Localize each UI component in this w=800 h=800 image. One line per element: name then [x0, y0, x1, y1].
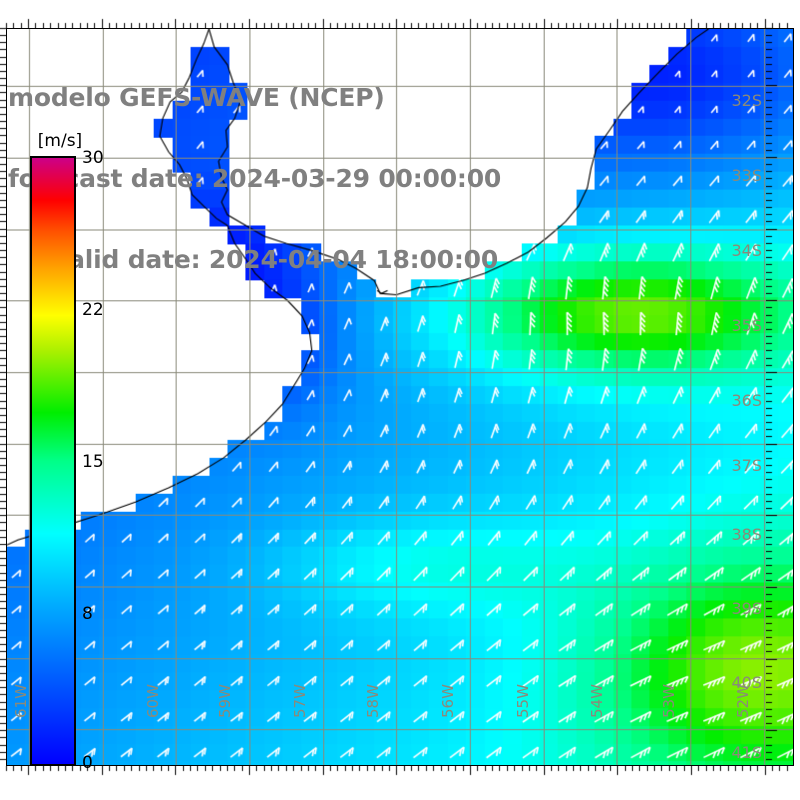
longitude-label-55W: 55W	[514, 684, 532, 718]
latitude-label-33S: 33S	[731, 166, 762, 185]
colorbar-unit-label: [m/s]	[37, 131, 83, 151]
plot-frame	[6, 28, 794, 766]
longitude-label-54W: 54W	[588, 684, 606, 718]
longitude-label-59W: 59W	[216, 684, 234, 718]
colorbar-tick-0: 0	[82, 753, 93, 773]
latitude-label-40S: 40S	[731, 673, 762, 692]
latitude-label-38S: 38S	[731, 525, 762, 544]
latitude-label-41S: 41S	[731, 743, 762, 762]
latitude-label-34S: 34S	[731, 241, 762, 260]
latitude-label-36S: 36S	[731, 391, 762, 410]
colorbar	[30, 156, 76, 766]
colorbar-tick-8: 8	[82, 604, 93, 624]
latitude-label-37S: 37S	[731, 456, 762, 475]
latitude-label-39S: 39S	[731, 599, 762, 618]
longitude-label-58W: 58W	[364, 684, 382, 718]
colorbar-tick-15: 15	[82, 452, 104, 472]
wind-speed-heatmap-canvas	[7, 29, 793, 765]
longitude-label-57W: 57W	[291, 684, 309, 718]
colorbar-tick-22: 22	[82, 300, 104, 320]
latitude-label-32S: 32S	[731, 91, 762, 110]
colorbar-gradient	[30, 156, 76, 766]
colorbar-tick-30: 30	[82, 148, 104, 168]
longitude-label-53W: 53W	[660, 684, 678, 718]
latitude-label-35S: 35S	[731, 316, 762, 335]
longitude-label-60W: 60W	[144, 684, 162, 718]
longitude-label-52W: 52W	[734, 684, 752, 718]
axis-ticks-bottom	[0, 766, 800, 800]
longitude-label-56W: 56W	[439, 684, 457, 718]
longitude-label-61W: 61W	[12, 684, 30, 718]
axis-ticks-top	[0, 0, 800, 28]
